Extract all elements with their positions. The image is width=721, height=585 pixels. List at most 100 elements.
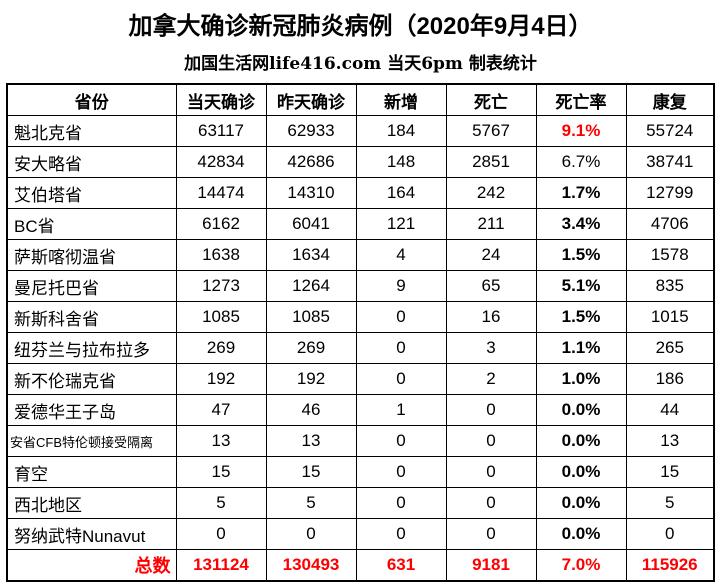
recovered-cell: 265 — [625, 332, 715, 364]
source-subtitle: 加国生活网life416.com 当天6pm 制表统计 — [184, 54, 537, 74]
total-new-cases-cell: 631 — [355, 549, 447, 582]
death-rate-cell: 0.0% — [535, 456, 627, 488]
recovered-cell: 4706 — [625, 208, 715, 240]
table-body: 魁北克省 63117 62933 184 5767 9.1% 55724 安大略省 42834 4… — [6, 115, 715, 582]
recovered-cell: 186 — [625, 363, 715, 395]
deaths-cell: 5767 — [445, 115, 537, 147]
death-rate-cell: 1.5% — [535, 239, 627, 271]
yesterday-confirmed-cell: 42686 — [265, 146, 357, 178]
yesterday-confirmed-cell: 14310 — [265, 177, 357, 209]
table-row: 爱德华王子岛 47 46 1 0 0.0% 44 — [6, 394, 715, 426]
covid-stats-table: 省份 当天确诊 昨天确诊 新增 死亡 死亡率 康复 魁北克省 63117 62933 184 576… — [6, 83, 715, 582]
total-deaths-cell: 9181 — [445, 549, 537, 582]
table-row: 安省CFB特伦顿接受隔离 13 13 0 0 0.0% 13 — [6, 425, 715, 457]
total-yesterday-confirmed-cell: 130493 — [265, 549, 357, 582]
new-cases-cell: 164 — [355, 177, 447, 209]
today-confirmed-cell: 15 — [175, 456, 267, 488]
province-name-cell: 魁北克省 — [6, 115, 177, 147]
province-name-cell: 曼尼托巴省 — [6, 270, 177, 302]
new-cases-cell: 121 — [355, 208, 447, 240]
new-cases-cell: 0 — [355, 332, 447, 364]
column-header-5: 死亡 — [445, 83, 537, 116]
table-row: 西北地区 5 5 0 0 0.0% 5 — [6, 487, 715, 519]
yesterday-confirmed-cell: 13 — [265, 425, 357, 457]
yesterday-confirmed-cell: 62933 — [265, 115, 357, 147]
total-recovered-cell: 115926 — [625, 549, 715, 582]
recovered-cell: 12799 — [625, 177, 715, 209]
table-row: 育空 15 15 0 0 0.0% 15 — [6, 456, 715, 488]
column-header-6: 死亡率 — [535, 83, 627, 116]
death-rate-cell: 5.1% — [535, 270, 627, 302]
recovered-cell: 5 — [625, 487, 715, 519]
recovered-cell: 38741 — [625, 146, 715, 178]
today-confirmed-cell: 63117 — [175, 115, 267, 147]
today-confirmed-cell: 1085 — [175, 301, 267, 333]
header-row: 省份 当天确诊 昨天确诊 新增 死亡 死亡率 康复 — [6, 83, 715, 116]
column-header-4: 新增 — [355, 83, 447, 116]
deaths-cell: 0 — [445, 425, 537, 457]
province-name-cell: 艾伯塔省 — [6, 177, 177, 209]
table-row: 萨斯喀彻温省 1638 1634 4 24 1.5% 1578 — [6, 239, 715, 271]
today-confirmed-cell: 192 — [175, 363, 267, 395]
today-confirmed-cell: 47 — [175, 394, 267, 426]
deaths-cell: 0 — [445, 394, 537, 426]
table-row: 新不伦瑞克省 192 192 0 2 1.0% 186 — [6, 363, 715, 395]
deaths-cell: 0 — [445, 487, 537, 519]
total-death-rate-cell: 7.0% — [535, 549, 627, 582]
deaths-cell: 24 — [445, 239, 537, 271]
yesterday-confirmed-cell: 192 — [265, 363, 357, 395]
new-cases-cell: 4 — [355, 239, 447, 271]
new-cases-cell: 148 — [355, 146, 447, 178]
deaths-cell: 3 — [445, 332, 537, 364]
today-confirmed-cell: 13 — [175, 425, 267, 457]
table-row: 曼尼托巴省 1273 1264 9 65 5.1% 835 — [6, 270, 715, 302]
province-name-cell: 新不伦瑞克省 — [6, 363, 177, 395]
yesterday-confirmed-cell: 1634 — [265, 239, 357, 271]
province-name-cell: 萨斯喀彻温省 — [6, 239, 177, 271]
table-row: 魁北克省 63117 62933 184 5767 9.1% 55724 — [6, 115, 715, 147]
province-name-cell: 育空 — [6, 456, 177, 488]
column-header-3: 昨天确诊 — [265, 83, 357, 116]
death-rate-cell: 0.0% — [535, 518, 627, 550]
province-name-cell: 努纳武特Nunavut — [6, 518, 177, 550]
recovered-cell: 835 — [625, 270, 715, 302]
table-row: BC省 6162 6041 121 211 3.4% 4706 — [6, 208, 715, 240]
recovered-cell: 0 — [625, 518, 715, 550]
death-rate-cell: 3.4% — [535, 208, 627, 240]
yesterday-confirmed-cell: 5 — [265, 487, 357, 519]
yesterday-confirmed-cell: 46 — [265, 394, 357, 426]
today-confirmed-cell: 1638 — [175, 239, 267, 271]
table-row: 纽芬兰与拉布拉多 269 269 0 3 1.1% 265 — [6, 332, 715, 364]
deaths-cell: 2 — [445, 363, 537, 395]
yesterday-confirmed-cell: 1264 — [265, 270, 357, 302]
death-rate-cell: 0.0% — [535, 487, 627, 519]
province-name-cell: BC省 — [6, 208, 177, 240]
total-row: 总数 131124 130493 631 9181 7.0% 115926 — [6, 549, 715, 582]
today-confirmed-cell: 5 — [175, 487, 267, 519]
yesterday-confirmed-cell: 1085 — [265, 301, 357, 333]
deaths-cell: 211 — [445, 208, 537, 240]
new-cases-cell: 184 — [355, 115, 447, 147]
province-name-cell: 西北地区 — [6, 487, 177, 519]
today-confirmed-cell: 1273 — [175, 270, 267, 302]
today-confirmed-cell: 14474 — [175, 177, 267, 209]
new-cases-cell: 0 — [355, 456, 447, 488]
yesterday-confirmed-cell: 15 — [265, 456, 357, 488]
column-header-7: 康复 — [625, 83, 715, 116]
yesterday-confirmed-cell: 6041 — [265, 208, 357, 240]
province-name-cell: 纽芬兰与拉布拉多 — [6, 332, 177, 364]
province-name-cell: 新斯科舍省 — [6, 301, 177, 333]
new-cases-cell: 9 — [355, 270, 447, 302]
province-name-cell: 安大略省 — [6, 146, 177, 178]
today-confirmed-cell: 6162 — [175, 208, 267, 240]
death-rate-cell: 1.5% — [535, 301, 627, 333]
recovered-cell: 15 — [625, 456, 715, 488]
yesterday-confirmed-cell: 269 — [265, 332, 357, 364]
new-cases-cell: 1 — [355, 394, 447, 426]
death-rate-cell: 1.1% — [535, 332, 627, 364]
recovered-cell: 55724 — [625, 115, 715, 147]
deaths-cell: 242 — [445, 177, 537, 209]
deaths-cell: 65 — [445, 270, 537, 302]
new-cases-cell: 0 — [355, 518, 447, 550]
